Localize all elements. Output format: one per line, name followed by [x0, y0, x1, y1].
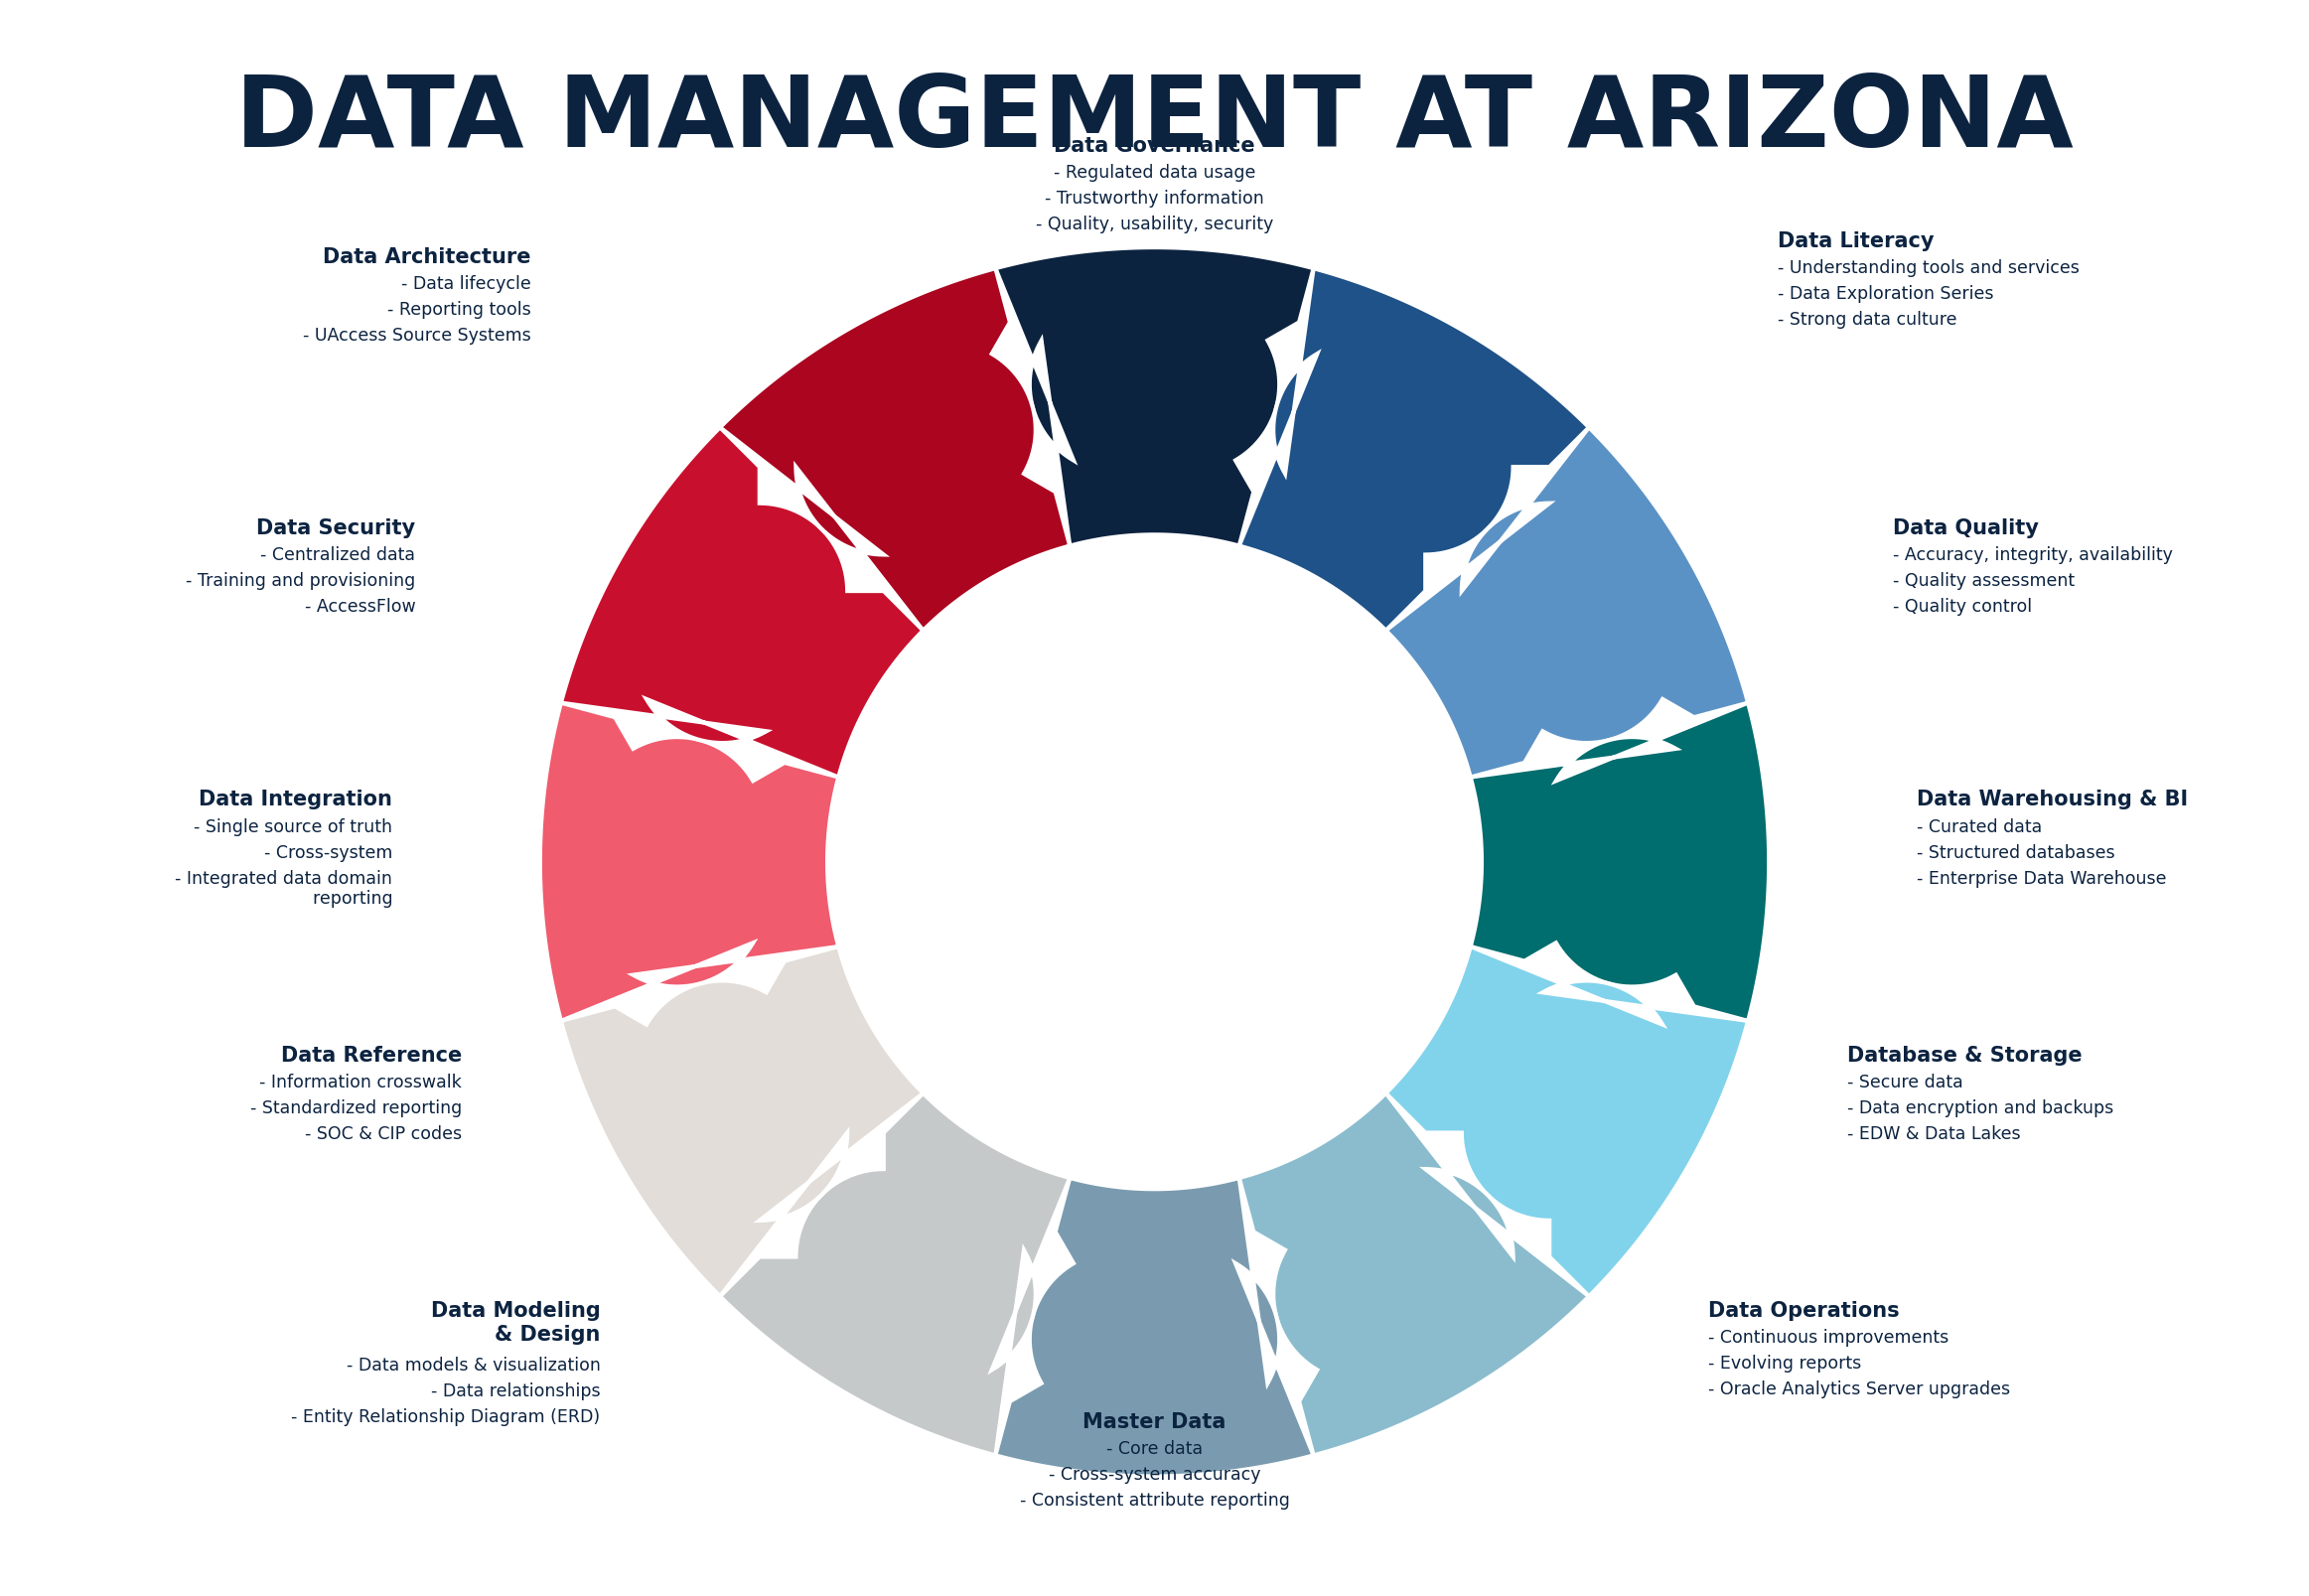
Text: - Evolving reports: - Evolving reports — [1709, 1355, 1861, 1373]
Text: - AccessFlow: - AccessFlow — [305, 598, 416, 616]
Text: - Single source of truth: - Single source of truth — [194, 819, 393, 836]
Text: - Secure data: - Secure data — [1847, 1074, 1963, 1092]
Text: - Reporting tools: - Reporting tools — [388, 302, 531, 319]
Text: - Understanding tools and services: - Understanding tools and services — [1778, 260, 2080, 278]
Text: - Training and provisioning: - Training and provisioning — [187, 573, 416, 591]
Text: - Data lifecycle: - Data lifecycle — [402, 276, 531, 294]
Polygon shape — [720, 1093, 1069, 1456]
Text: Data Reference: Data Reference — [282, 1045, 462, 1065]
Polygon shape — [995, 247, 1314, 546]
Polygon shape — [1385, 946, 1748, 1296]
Polygon shape — [720, 268, 1069, 630]
Text: - Standardized reporting: - Standardized reporting — [249, 1100, 462, 1117]
Text: Data Warehousing & BI: Data Warehousing & BI — [1916, 790, 2187, 809]
Text: - Continuous improvements: - Continuous improvements — [1709, 1329, 1949, 1347]
Text: - SOC & CIP codes: - SOC & CIP codes — [305, 1125, 462, 1143]
Text: Data Architecture: Data Architecture — [323, 247, 531, 267]
Text: - Entity Relationship Diagram (ERD): - Entity Relationship Diagram (ERD) — [291, 1408, 600, 1427]
Text: - EDW & Data Lakes: - EDW & Data Lakes — [1847, 1125, 2020, 1143]
Text: Data Modeling
& Design: Data Modeling & Design — [432, 1301, 600, 1344]
Text: - Quality, usability, security: - Quality, usability, security — [1037, 215, 1272, 233]
Polygon shape — [1471, 702, 1769, 1021]
Polygon shape — [561, 428, 924, 777]
Text: Data Literacy: Data Literacy — [1778, 231, 1935, 251]
Circle shape — [834, 541, 1475, 1183]
Text: - Quality assessment: - Quality assessment — [1893, 573, 2076, 591]
Text: Database & Storage: Database & Storage — [1847, 1045, 2083, 1065]
Polygon shape — [995, 1178, 1314, 1476]
Text: - Enterprise Data Warehouse: - Enterprise Data Warehouse — [1916, 870, 2166, 887]
Text: - Data relationships: - Data relationships — [432, 1382, 600, 1400]
Text: - Accuracy, integrity, availability: - Accuracy, integrity, availability — [1893, 547, 2173, 565]
Text: - Quality control: - Quality control — [1893, 598, 2032, 616]
Text: - Core data: - Core data — [1106, 1441, 1203, 1459]
Text: Data Quality: Data Quality — [1893, 519, 2039, 538]
Text: - Data Exploration Series: - Data Exploration Series — [1778, 286, 1995, 303]
Text: - Consistent attribute reporting: - Consistent attribute reporting — [1021, 1492, 1288, 1510]
Text: Data Security: Data Security — [256, 519, 416, 538]
Text: - Regulated data usage: - Regulated data usage — [1053, 164, 1256, 182]
Polygon shape — [540, 702, 838, 1021]
Text: - UAccess Source Systems: - UAccess Source Systems — [302, 327, 531, 345]
Polygon shape — [1385, 428, 1748, 777]
Text: Master Data: Master Data — [1083, 1412, 1226, 1432]
Text: Data Operations: Data Operations — [1709, 1301, 1900, 1320]
Text: - Strong data culture: - Strong data culture — [1778, 311, 1958, 329]
Text: Data Governance: Data Governance — [1053, 136, 1256, 155]
Text: - Centralized data: - Centralized data — [261, 547, 416, 565]
Text: - Integrated data domain
  reporting: - Integrated data domain reporting — [175, 870, 393, 908]
Text: - Structured databases: - Structured databases — [1916, 844, 2115, 862]
Text: - Oracle Analytics Server upgrades: - Oracle Analytics Server upgrades — [1709, 1381, 2011, 1398]
Text: - Information crosswalk: - Information crosswalk — [259, 1074, 462, 1092]
Polygon shape — [561, 946, 924, 1296]
Text: - Trustworthy information: - Trustworthy information — [1046, 190, 1263, 207]
Text: DATA MANAGEMENT AT ARIZONA: DATA MANAGEMENT AT ARIZONA — [236, 72, 2073, 168]
Text: - Cross-system: - Cross-system — [263, 844, 393, 862]
Polygon shape — [1240, 268, 1589, 630]
Text: Data Integration: Data Integration — [199, 790, 393, 809]
Text: - Data encryption and backups: - Data encryption and backups — [1847, 1100, 2113, 1117]
Text: - Curated data: - Curated data — [1916, 819, 2041, 836]
Polygon shape — [1240, 1093, 1589, 1456]
Text: - Cross-system accuracy: - Cross-system accuracy — [1048, 1467, 1261, 1484]
Text: - Data models & visualization: - Data models & visualization — [346, 1357, 600, 1374]
